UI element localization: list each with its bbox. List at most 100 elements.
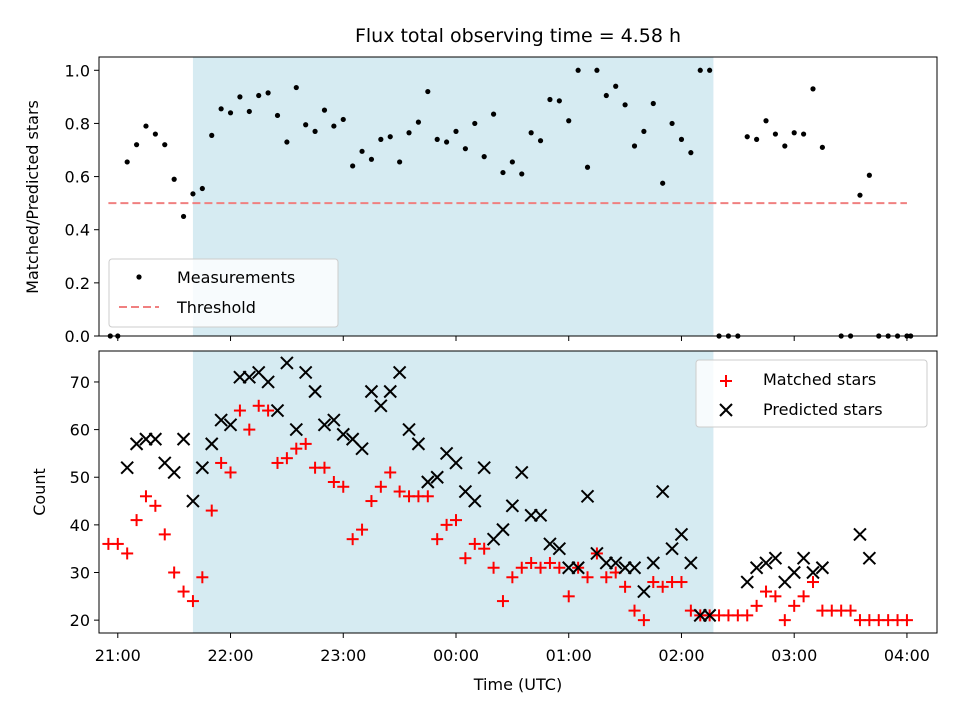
matched-star-point: [365, 495, 378, 508]
x-tick-label: 23:00: [320, 646, 366, 665]
matched-star-point: [262, 404, 275, 417]
measurement-point: [199, 185, 205, 192]
measurement-point: [556, 98, 562, 104]
measurement-point: [378, 136, 384, 142]
predicted-star-point: [505, 499, 520, 513]
matched-star-point: [158, 528, 171, 541]
predicted-star-point: [496, 522, 510, 537]
measurement-point: [490, 111, 497, 117]
predicted-star-point: [242, 370, 257, 384]
measurement-point: [537, 138, 544, 144]
y-tick-label: 0.8: [65, 114, 90, 133]
matched-star-point: [506, 571, 519, 584]
bottom-data-marks: [102, 356, 913, 627]
predicted-star-point: [543, 537, 557, 551]
matched-star-point: [139, 490, 152, 503]
measurement-point: [397, 159, 403, 165]
measurement-point: [415, 119, 422, 125]
matched-star-point: [797, 590, 810, 603]
bottom-axes-frame: [98, 350, 938, 634]
top-panel: 0.0 0.2 0.4 0.6 0.8 1.0 Flux total observing …: [23, 25, 938, 346]
matched-star-point: [543, 556, 556, 569]
measurement-point: [350, 163, 356, 169]
matched-star-point: [515, 561, 528, 574]
predicted-star-point: [261, 375, 275, 389]
measurement-point: [190, 191, 196, 197]
y-tick-label: 20: [70, 611, 90, 630]
measurement-point: [754, 136, 760, 142]
predicted-star-point: [571, 561, 585, 575]
measurement-point: [622, 102, 628, 108]
measurement-point: [293, 84, 299, 91]
matched-star-point: [186, 595, 199, 608]
measurement-point: [688, 150, 694, 156]
legend-measurements-label: Measurements: [177, 268, 295, 287]
matched-star-point: [647, 576, 660, 589]
predicted-star-point: [806, 565, 820, 580]
predicted-star-point: [515, 465, 529, 480]
matched-star-point: [168, 566, 181, 579]
y-tick-label: 1.0: [65, 61, 90, 80]
measurement-point: [321, 107, 328, 113]
matched-star-point: [487, 561, 500, 574]
measurement-point: [274, 112, 281, 119]
x-tick-label: 00:00: [433, 646, 479, 665]
measurement-point: [218, 106, 224, 112]
legend-matched-marker: [720, 375, 732, 387]
top-legend: Measurements Threshold: [108, 258, 339, 328]
measurement-point: [387, 134, 393, 140]
predicted-star-point: [148, 432, 163, 446]
measurement-point: [594, 67, 600, 73]
measurement-point: [631, 143, 638, 149]
measurement-point: [772, 131, 779, 137]
predicted-star-point: [364, 384, 379, 399]
measurement-point: [613, 83, 619, 89]
predicted-star-point: [355, 441, 369, 456]
predicted-star-point: [120, 460, 134, 475]
predicted-star-point: [129, 437, 144, 451]
y-tick-label: 0.0: [65, 327, 90, 346]
y-tick-label: 0.6: [65, 168, 90, 187]
predicted-star-point: [684, 556, 698, 570]
matched-star-point: [534, 561, 547, 574]
matched-star-point: [468, 537, 481, 550]
matched-star-point: [205, 504, 218, 517]
predicted-star-point: [317, 418, 332, 432]
measurement-point: [857, 192, 863, 198]
matched-star-point: [233, 404, 246, 417]
top-y-ticks: 0.0 0.2 0.4 0.6 0.8 1.0: [65, 61, 99, 346]
bottom-x-ticks: 21:00 22:00 23:00 00:00 01:00 02:00 03:00 04:00: [95, 633, 930, 665]
measurement-point: [368, 156, 375, 162]
measurement-point: [162, 142, 168, 148]
measurement-point: [819, 144, 825, 150]
measurement-point: [509, 159, 515, 165]
matched-star-point: [130, 514, 143, 527]
predicted-star-point: [280, 356, 294, 370]
observing-window-shade: [192, 351, 714, 633]
matched-star-point: [318, 461, 331, 474]
x-axis-label: Time (UTC): [473, 675, 562, 694]
y-tick-label: 0.4: [65, 221, 90, 240]
measurement-point: [519, 171, 525, 177]
matched-star-point: [741, 609, 754, 622]
matched-star-point: [431, 533, 444, 546]
legend-matched-label: Matched stars: [763, 370, 876, 389]
measurement-point: [453, 128, 459, 134]
predicted-star-point: [862, 551, 877, 565]
matched-star-point: [525, 556, 538, 569]
measurement-point: [763, 118, 769, 124]
y-tick-label: 70: [70, 373, 90, 392]
matched-star-point: [356, 523, 369, 536]
measurement-point: [866, 172, 872, 178]
measurement-point: [791, 130, 797, 136]
measurement-point: [133, 142, 140, 148]
measurement-point: [603, 92, 609, 99]
matched-star-point: [496, 595, 509, 608]
predicted-star-point: [477, 460, 491, 475]
matched-star-point: [121, 547, 134, 560]
matched-star-point: [553, 561, 566, 574]
top-x-ticks: [117, 336, 908, 341]
measurement-point: [124, 159, 130, 165]
predicted-star-point: [176, 432, 191, 446]
matched-star-point: [111, 537, 124, 550]
